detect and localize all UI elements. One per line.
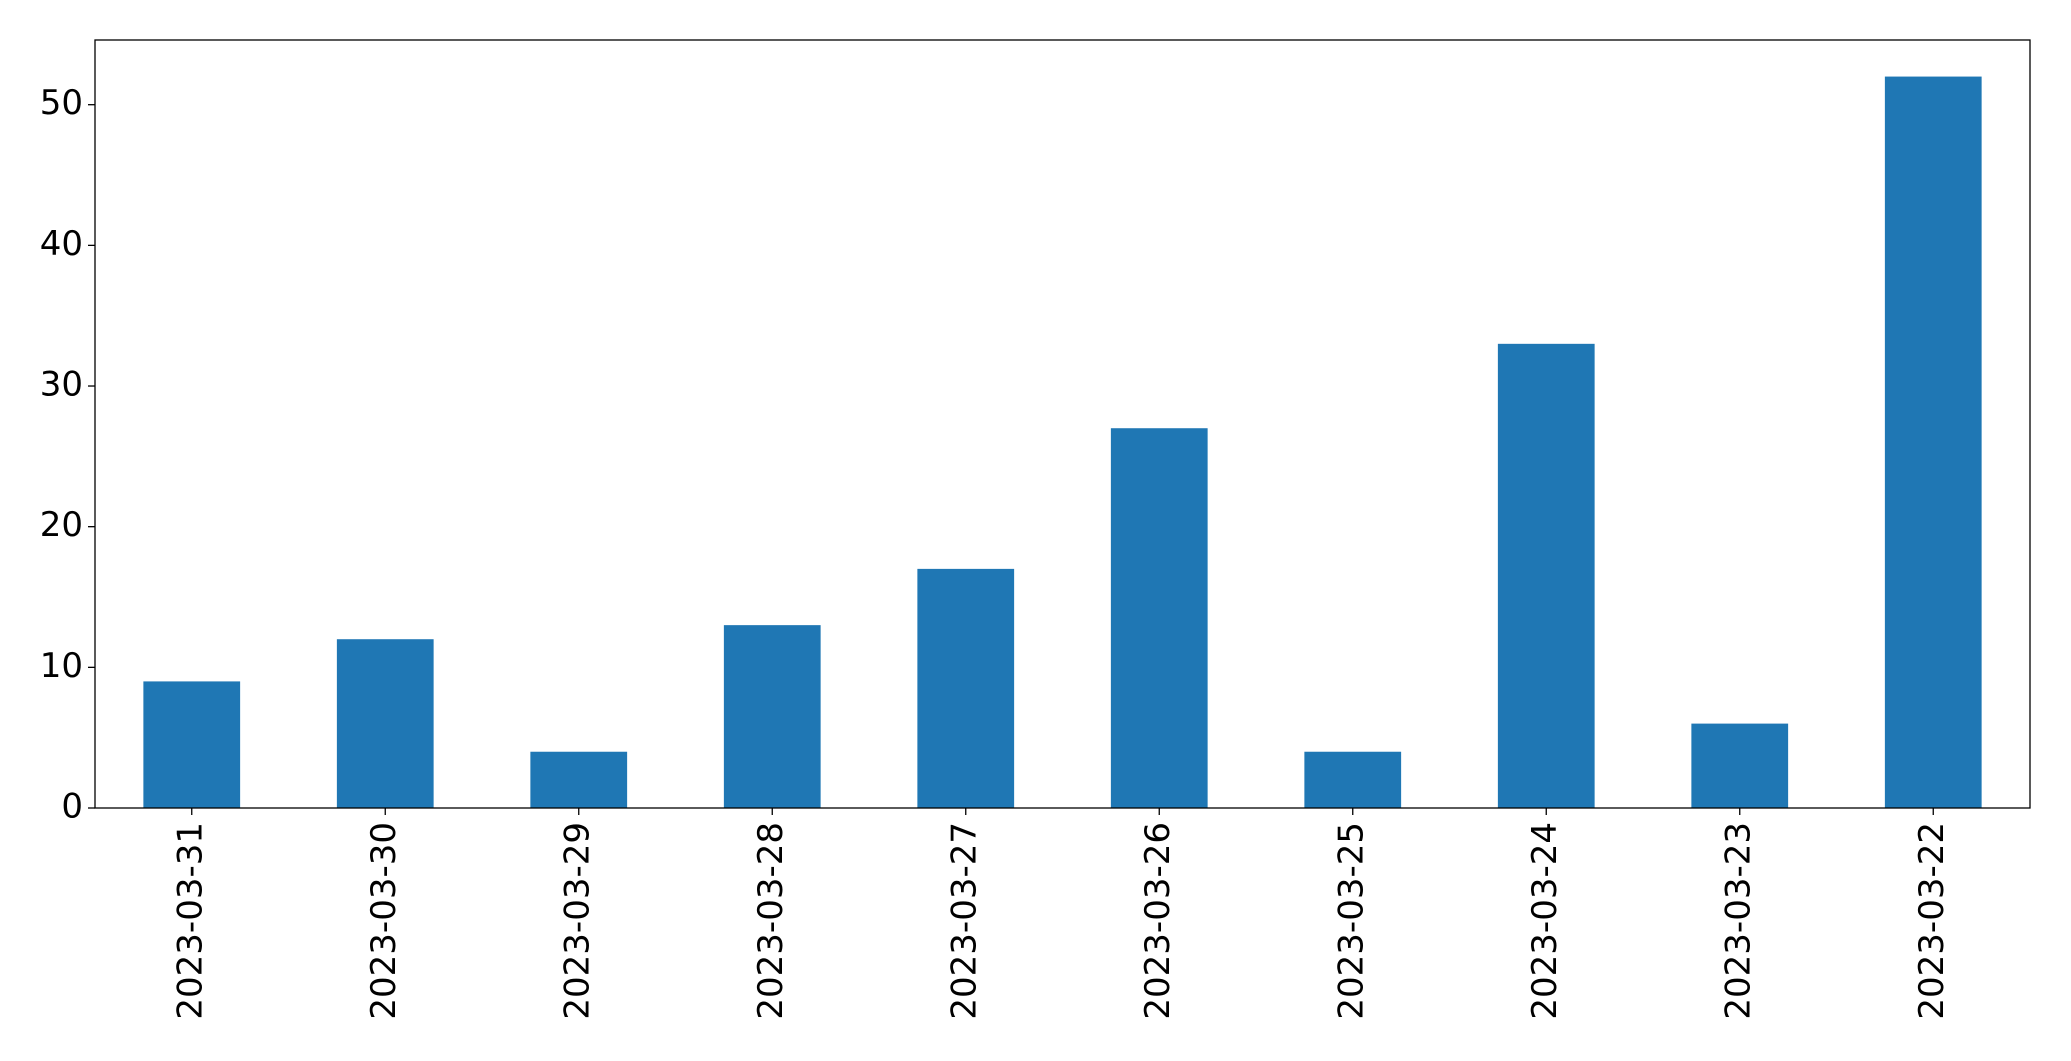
- plot-frame: [94, 39, 2031, 809]
- bar: [723, 625, 821, 808]
- y-tick-label: 0: [61, 787, 83, 827]
- bar: [1691, 723, 1789, 808]
- x-tick-label: 2023-03-27: [944, 822, 984, 1020]
- x-tick-label: 2023-03-29: [557, 822, 597, 1020]
- x-tick-label: 2023-03-24: [1525, 822, 1565, 1020]
- bar: [1497, 343, 1595, 808]
- bar: [1884, 76, 1982, 809]
- bar: [1110, 428, 1208, 808]
- y-tick-label: 50: [40, 83, 83, 123]
- x-tick-label: 2023-03-30: [364, 822, 404, 1020]
- y-tick-label: 10: [40, 646, 83, 686]
- y-tick-label: 30: [40, 365, 83, 405]
- y-tick-label: 40: [40, 224, 83, 264]
- bar: [143, 681, 241, 808]
- x-tick-label: 2023-03-26: [1138, 822, 1178, 1020]
- bar: [917, 568, 1015, 808]
- x-tick-label: 2023-03-31: [170, 822, 210, 1020]
- y-tick-label: 20: [40, 505, 83, 545]
- x-tick-label: 2023-03-25: [1331, 822, 1371, 1020]
- bar: [1304, 751, 1402, 808]
- x-tick-label: 2023-03-22: [1912, 822, 1952, 1020]
- bar: [530, 751, 628, 808]
- x-tick-label: 2023-03-23: [1718, 822, 1758, 1020]
- x-tick-label: 2023-03-28: [751, 822, 791, 1020]
- bar: [336, 639, 434, 808]
